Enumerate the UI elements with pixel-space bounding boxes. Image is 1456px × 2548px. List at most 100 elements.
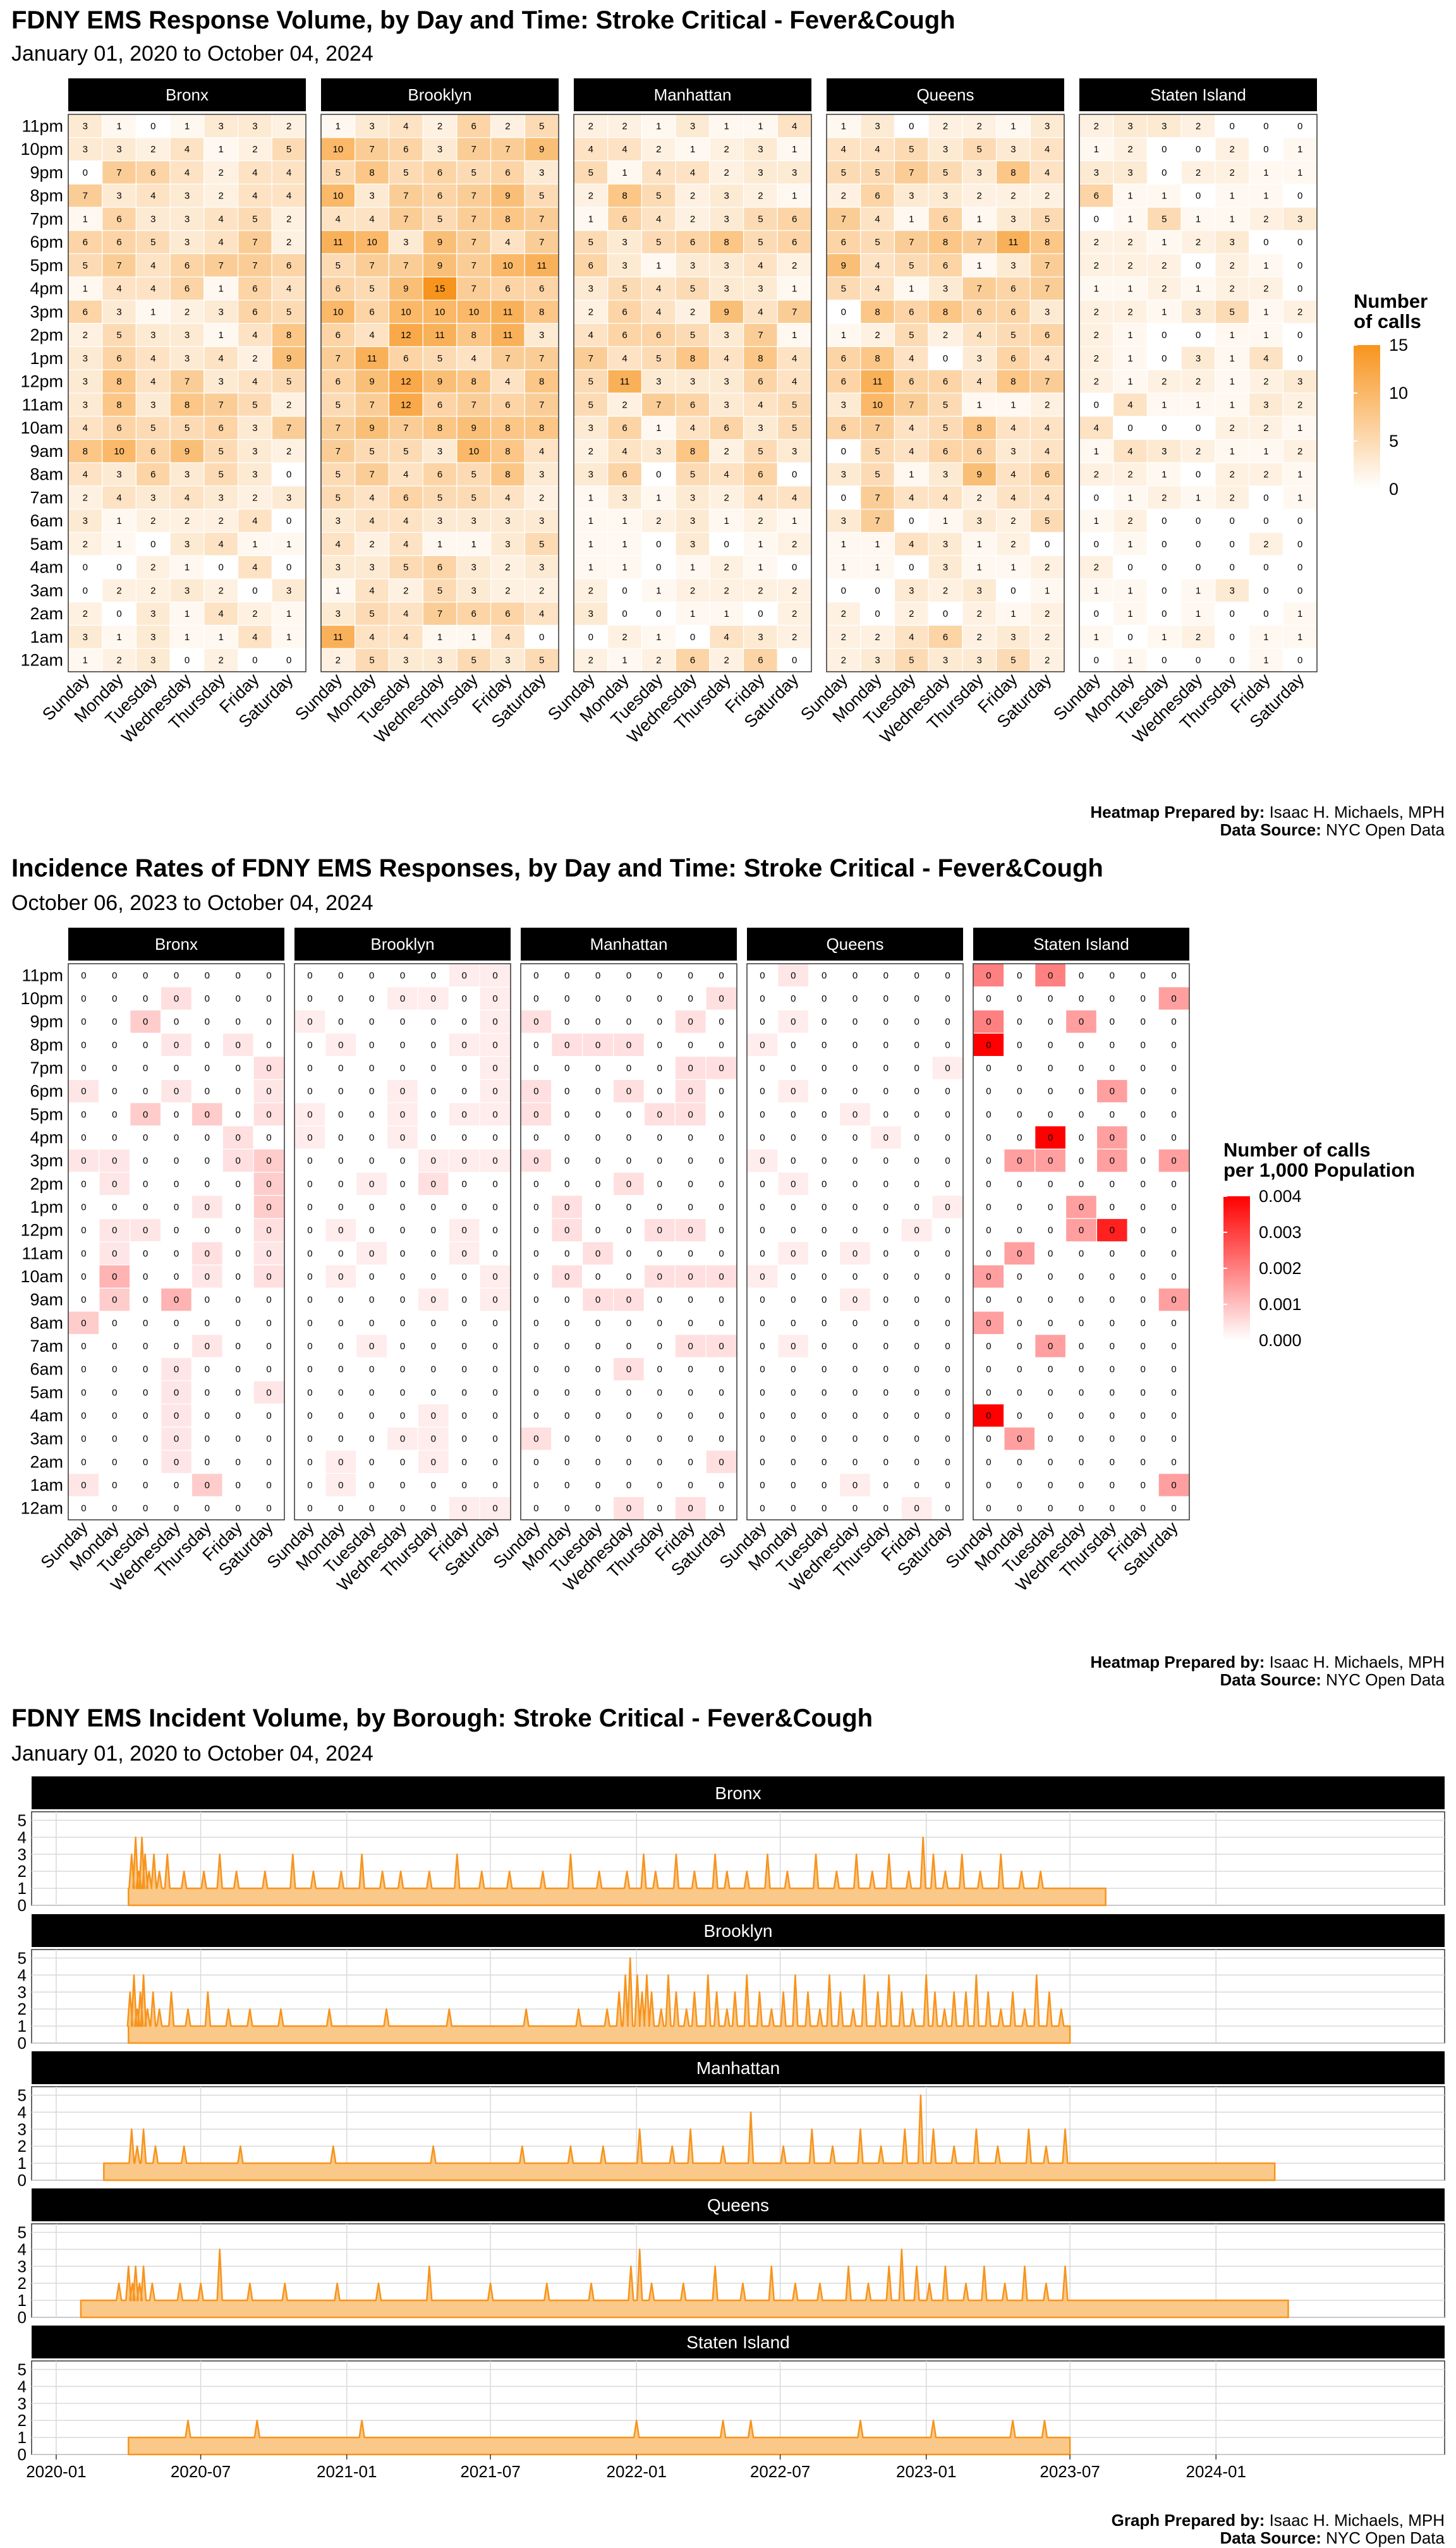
heat-cell [237, 485, 272, 510]
heat-cell-label: 0 [945, 970, 950, 981]
heat-cell-label: 0 [1048, 1040, 1053, 1050]
heat-cell-label: 0 [1079, 970, 1084, 981]
heat-cell-label: 0 [431, 993, 436, 1004]
heat-cell-label: 0 [1048, 1434, 1053, 1445]
heat-cell-label: 0 [791, 1318, 796, 1328]
heat-cell-label: 0 [431, 1248, 436, 1259]
heat-cell-label: 0 [1048, 1179, 1053, 1189]
heat-cell-label: 0 [174, 1271, 179, 1282]
heat-cell-label: 0 [266, 1271, 271, 1282]
heat-cell-label: 0 [852, 993, 858, 1004]
heat-cell [203, 183, 239, 208]
heat-cell [68, 253, 103, 277]
legend-title: per 1,000 Population [1223, 1159, 1415, 1181]
heat-cell-label: 0 [400, 1156, 405, 1167]
heat-cell-label: 0 [266, 1040, 271, 1050]
heat-cell-label: 0 [883, 1086, 889, 1097]
heat-cell-label: 0 [533, 1225, 538, 1236]
y-tick-label: 4 [18, 2102, 27, 2121]
heat-cell-label: 0 [338, 1410, 343, 1421]
heat-cell-label: 0 [657, 1202, 662, 1213]
y-tick-label: 0 [18, 2171, 27, 2190]
heat-cell [68, 323, 103, 348]
credit-author: Isaac H. Michaels, MPH [1265, 1653, 1445, 1671]
heat-cell-label: 0 [1048, 1364, 1053, 1375]
heat-cell-label: 0 [307, 1457, 312, 1467]
heat-cell-label: 0 [595, 1132, 600, 1143]
heat-cell-label: 0 [307, 1295, 312, 1306]
heat-cell-label: 4 [185, 144, 190, 155]
heat-cell-label: 3 [83, 353, 88, 364]
heat-cell-label: 0 [174, 1040, 179, 1050]
heat-cell [68, 578, 103, 603]
heat-cell-label: 0 [883, 1387, 889, 1398]
heat-cell [135, 509, 171, 533]
heat-cell-label: 0 [1171, 1387, 1176, 1398]
heat-cell-label: 0 [914, 993, 919, 1004]
heat-cell-label: 0 [986, 1040, 991, 1050]
heat-cell-label: 0 [143, 1295, 148, 1306]
heat-cell-label: 0 [760, 1063, 765, 1074]
heat-cell-label: 0 [492, 1457, 497, 1467]
heat-cell-label: 0 [1171, 1341, 1176, 1352]
heat-cell-label: 0 [112, 1271, 117, 1282]
heat-cell-label: 0 [81, 1040, 86, 1050]
heat-cell-label: 0 [1110, 1248, 1115, 1259]
heat-cell-label: 0 [1171, 1225, 1176, 1236]
x-tick-label: 2024-01 [1186, 2462, 1246, 2481]
heat-cell-label: 0 [112, 1063, 117, 1074]
heat-cell-label: 0 [688, 1179, 693, 1189]
heat-cell-label: 0 [81, 1109, 86, 1120]
heat-cell-label: 0 [400, 1410, 405, 1421]
heat-cell-label: 0 [1141, 1086, 1146, 1097]
heat-cell-label: 0 [688, 1040, 693, 1050]
heat-cell-label: 7 [116, 167, 121, 178]
heat-cell-label: 0 [143, 1063, 148, 1074]
heat-cell-label: 0 [564, 1202, 569, 1213]
heat-cell-label: 0 [852, 1480, 858, 1491]
y-tick-label: 6am [30, 1360, 63, 1379]
heat-cell-label: 0 [986, 1225, 991, 1236]
credit-source-label: Data Source: [1220, 1670, 1321, 1689]
heat-cell-label: 0 [1141, 1202, 1146, 1213]
heat-cell-label: 0 [883, 1225, 889, 1236]
heat-cell-label: 0 [760, 1295, 765, 1306]
heat-cell-label: 6 [252, 284, 257, 294]
heat-cell-label: 0 [205, 1434, 210, 1445]
heat-cell-label: 0 [883, 1318, 889, 1328]
heat-cell [68, 276, 103, 301]
heat-cell-label: 0 [174, 1179, 179, 1189]
heat-cell-label: 3 [219, 377, 224, 387]
heat-cell-label: 0 [307, 1341, 312, 1352]
heat-cell-label: 3 [116, 191, 121, 202]
heat-cell-label: 0 [369, 1063, 374, 1074]
heat-cell-label: 0 [719, 1179, 724, 1189]
heat-cell [237, 416, 272, 440]
heat-cell [102, 602, 137, 626]
heat-cell-label: 0 [492, 993, 497, 1004]
heat-cell-label: 5 [219, 446, 224, 457]
heat-cell-label: 0 [205, 1341, 210, 1352]
heat-cell-label: 0 [626, 1156, 631, 1167]
heat-cell-label: 0 [462, 1202, 467, 1213]
heat-cell-label: 7 [219, 399, 224, 410]
heat-cell-label: 0 [174, 1295, 179, 1306]
heat-cell-label: 0 [431, 1202, 436, 1213]
heat-cell-label: 0 [688, 1109, 693, 1120]
heat-cell-label: 0 [266, 1387, 271, 1398]
heat-cell-label: 0 [174, 1086, 179, 1097]
heat-cell-label: 5 [252, 399, 257, 410]
heat-cell-label: 0 [369, 1132, 374, 1143]
heat-cell-label: 0 [595, 993, 600, 1004]
heat-cell-label: 0 [1017, 1109, 1022, 1120]
heat-cell-label: 0 [914, 1480, 919, 1491]
x-tick-label: 2023-01 [896, 2462, 956, 2481]
heat-cell-label: 0 [462, 1480, 467, 1491]
heat-cell-label: 0 [174, 993, 179, 1004]
heat-cell-label: 0 [236, 1040, 241, 1050]
heat-cell-label: 0 [112, 1179, 117, 1189]
heat-cell-label: 0 [945, 1387, 950, 1398]
heat-cell-label: 0 [400, 1503, 405, 1514]
heat-cell [237, 160, 272, 185]
